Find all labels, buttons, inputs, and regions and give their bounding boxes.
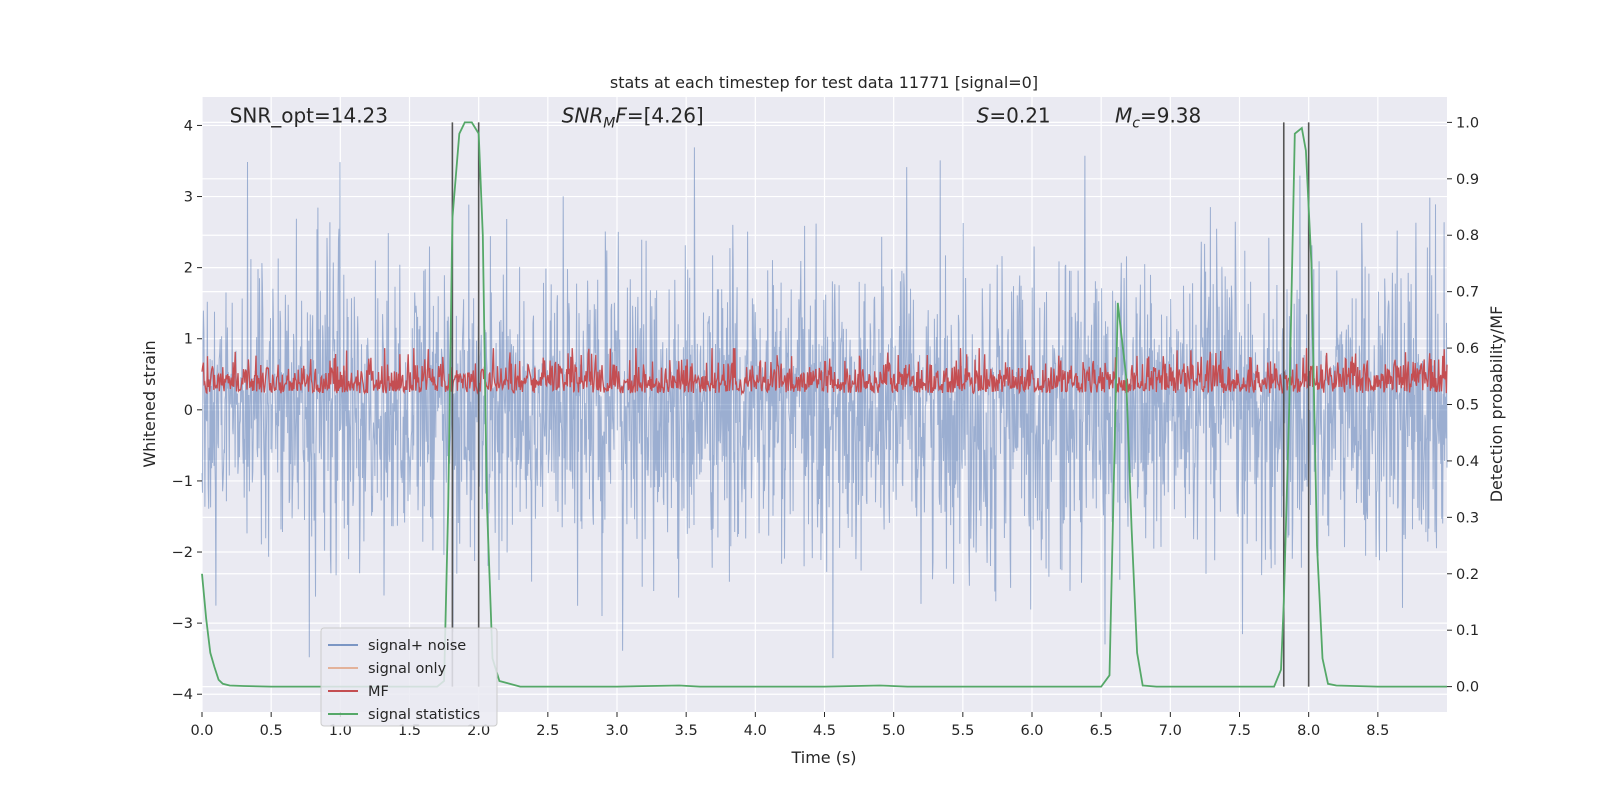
annotations: SNR_opt=14.23 SNRMF=[4.26] S=0.21 Mc=9.38 xyxy=(230,103,1202,131)
legend-box xyxy=(320,627,498,727)
x-tick-label: 8.0 xyxy=(1297,723,1320,739)
x-tick-label: 0.5 xyxy=(260,723,283,739)
right-tick-label: 0.0 xyxy=(1456,680,1479,696)
x-tick-label: 5.5 xyxy=(951,723,974,739)
x-tick-label: 3.0 xyxy=(605,723,628,739)
right-tick-label: 0.9 xyxy=(1456,172,1479,188)
x-tick-label: 4.5 xyxy=(813,723,836,739)
right-tick-label: 0.3 xyxy=(1456,510,1479,526)
x-axis-ticks: 0.0 0.5 1.0 1.5 2.0 2.5 3.0 3.5 4.0 4.5 5.0 5.5 6.0 6… xyxy=(190,712,1389,739)
x-tick-label: 6.0 xyxy=(1020,723,1043,739)
x-tick-label: 8.5 xyxy=(1366,723,1389,739)
right-axis-ticks: 1.0 0.9 0.8 0.7 0.6 0.5 0.4 0.3 0.2 0.1 0.0 xyxy=(1447,115,1479,696)
x-axis-label: Time (s) xyxy=(790,748,856,767)
legend-label: signal+ noise xyxy=(368,638,466,654)
right-axis-label: Detection probability/MF xyxy=(1487,306,1506,503)
annotation-text: Mc=9.38 xyxy=(1115,103,1201,131)
legend-label: signal only xyxy=(368,661,447,677)
legend: signal+ noise signal only MF signal statist… xyxy=(320,627,498,727)
x-tick-label: 0.0 xyxy=(190,723,213,739)
annotation-text: SNRMF=[4.26] xyxy=(562,103,704,131)
y-tick-label: 4 xyxy=(184,118,193,134)
x-tick-label: 5.0 xyxy=(882,723,905,739)
mf-series xyxy=(201,348,1448,396)
right-tick-label: 0.5 xyxy=(1456,398,1479,414)
annotation-text: SNR_opt=14.23 xyxy=(230,103,388,127)
x-tick-label: 1.5 xyxy=(398,723,421,739)
annotation-text: S=0.21 xyxy=(977,103,1051,127)
y-tick-label: −1 xyxy=(172,474,193,490)
y-axis-ticks: 4 3 2 1 0 −1 −2 −3 −4 xyxy=(172,118,202,703)
x-tick-label: 6.5 xyxy=(1090,723,1113,739)
y-tick-label: 1 xyxy=(184,332,193,348)
y-tick-label: −4 xyxy=(172,687,193,703)
right-tick-label: 0.4 xyxy=(1456,454,1479,470)
legend-label: signal statistics xyxy=(368,707,480,723)
right-tick-label: 1.0 xyxy=(1456,115,1479,131)
y-axis-label: Whitened strain xyxy=(140,340,159,467)
x-tick-label: 7.0 xyxy=(1159,723,1182,739)
mf-line xyxy=(201,348,1448,396)
y-tick-label: −3 xyxy=(172,616,193,632)
y-tick-label: 3 xyxy=(184,190,193,206)
right-tick-label: 0.8 xyxy=(1456,228,1479,244)
x-tick-label: 1.0 xyxy=(329,723,352,739)
x-tick-label: 7.5 xyxy=(1228,723,1251,739)
x-tick-label: 2.5 xyxy=(536,723,559,739)
legend-label: MF xyxy=(368,684,389,700)
x-tick-label: 4.0 xyxy=(744,723,767,739)
y-tick-label: −2 xyxy=(172,545,193,561)
x-tick-label: 3.5 xyxy=(675,723,698,739)
chart-title: stats at each timestep for test data 117… xyxy=(610,73,1038,92)
right-tick-label: 0.2 xyxy=(1456,567,1479,583)
right-tick-label: 0.7 xyxy=(1456,285,1479,301)
right-tick-label: 0.1 xyxy=(1456,623,1479,639)
y-tick-label: 0 xyxy=(184,403,193,419)
right-tick-label: 0.6 xyxy=(1456,341,1479,357)
x-tick-label: 2.0 xyxy=(467,723,490,739)
y-tick-label: 2 xyxy=(184,261,193,277)
